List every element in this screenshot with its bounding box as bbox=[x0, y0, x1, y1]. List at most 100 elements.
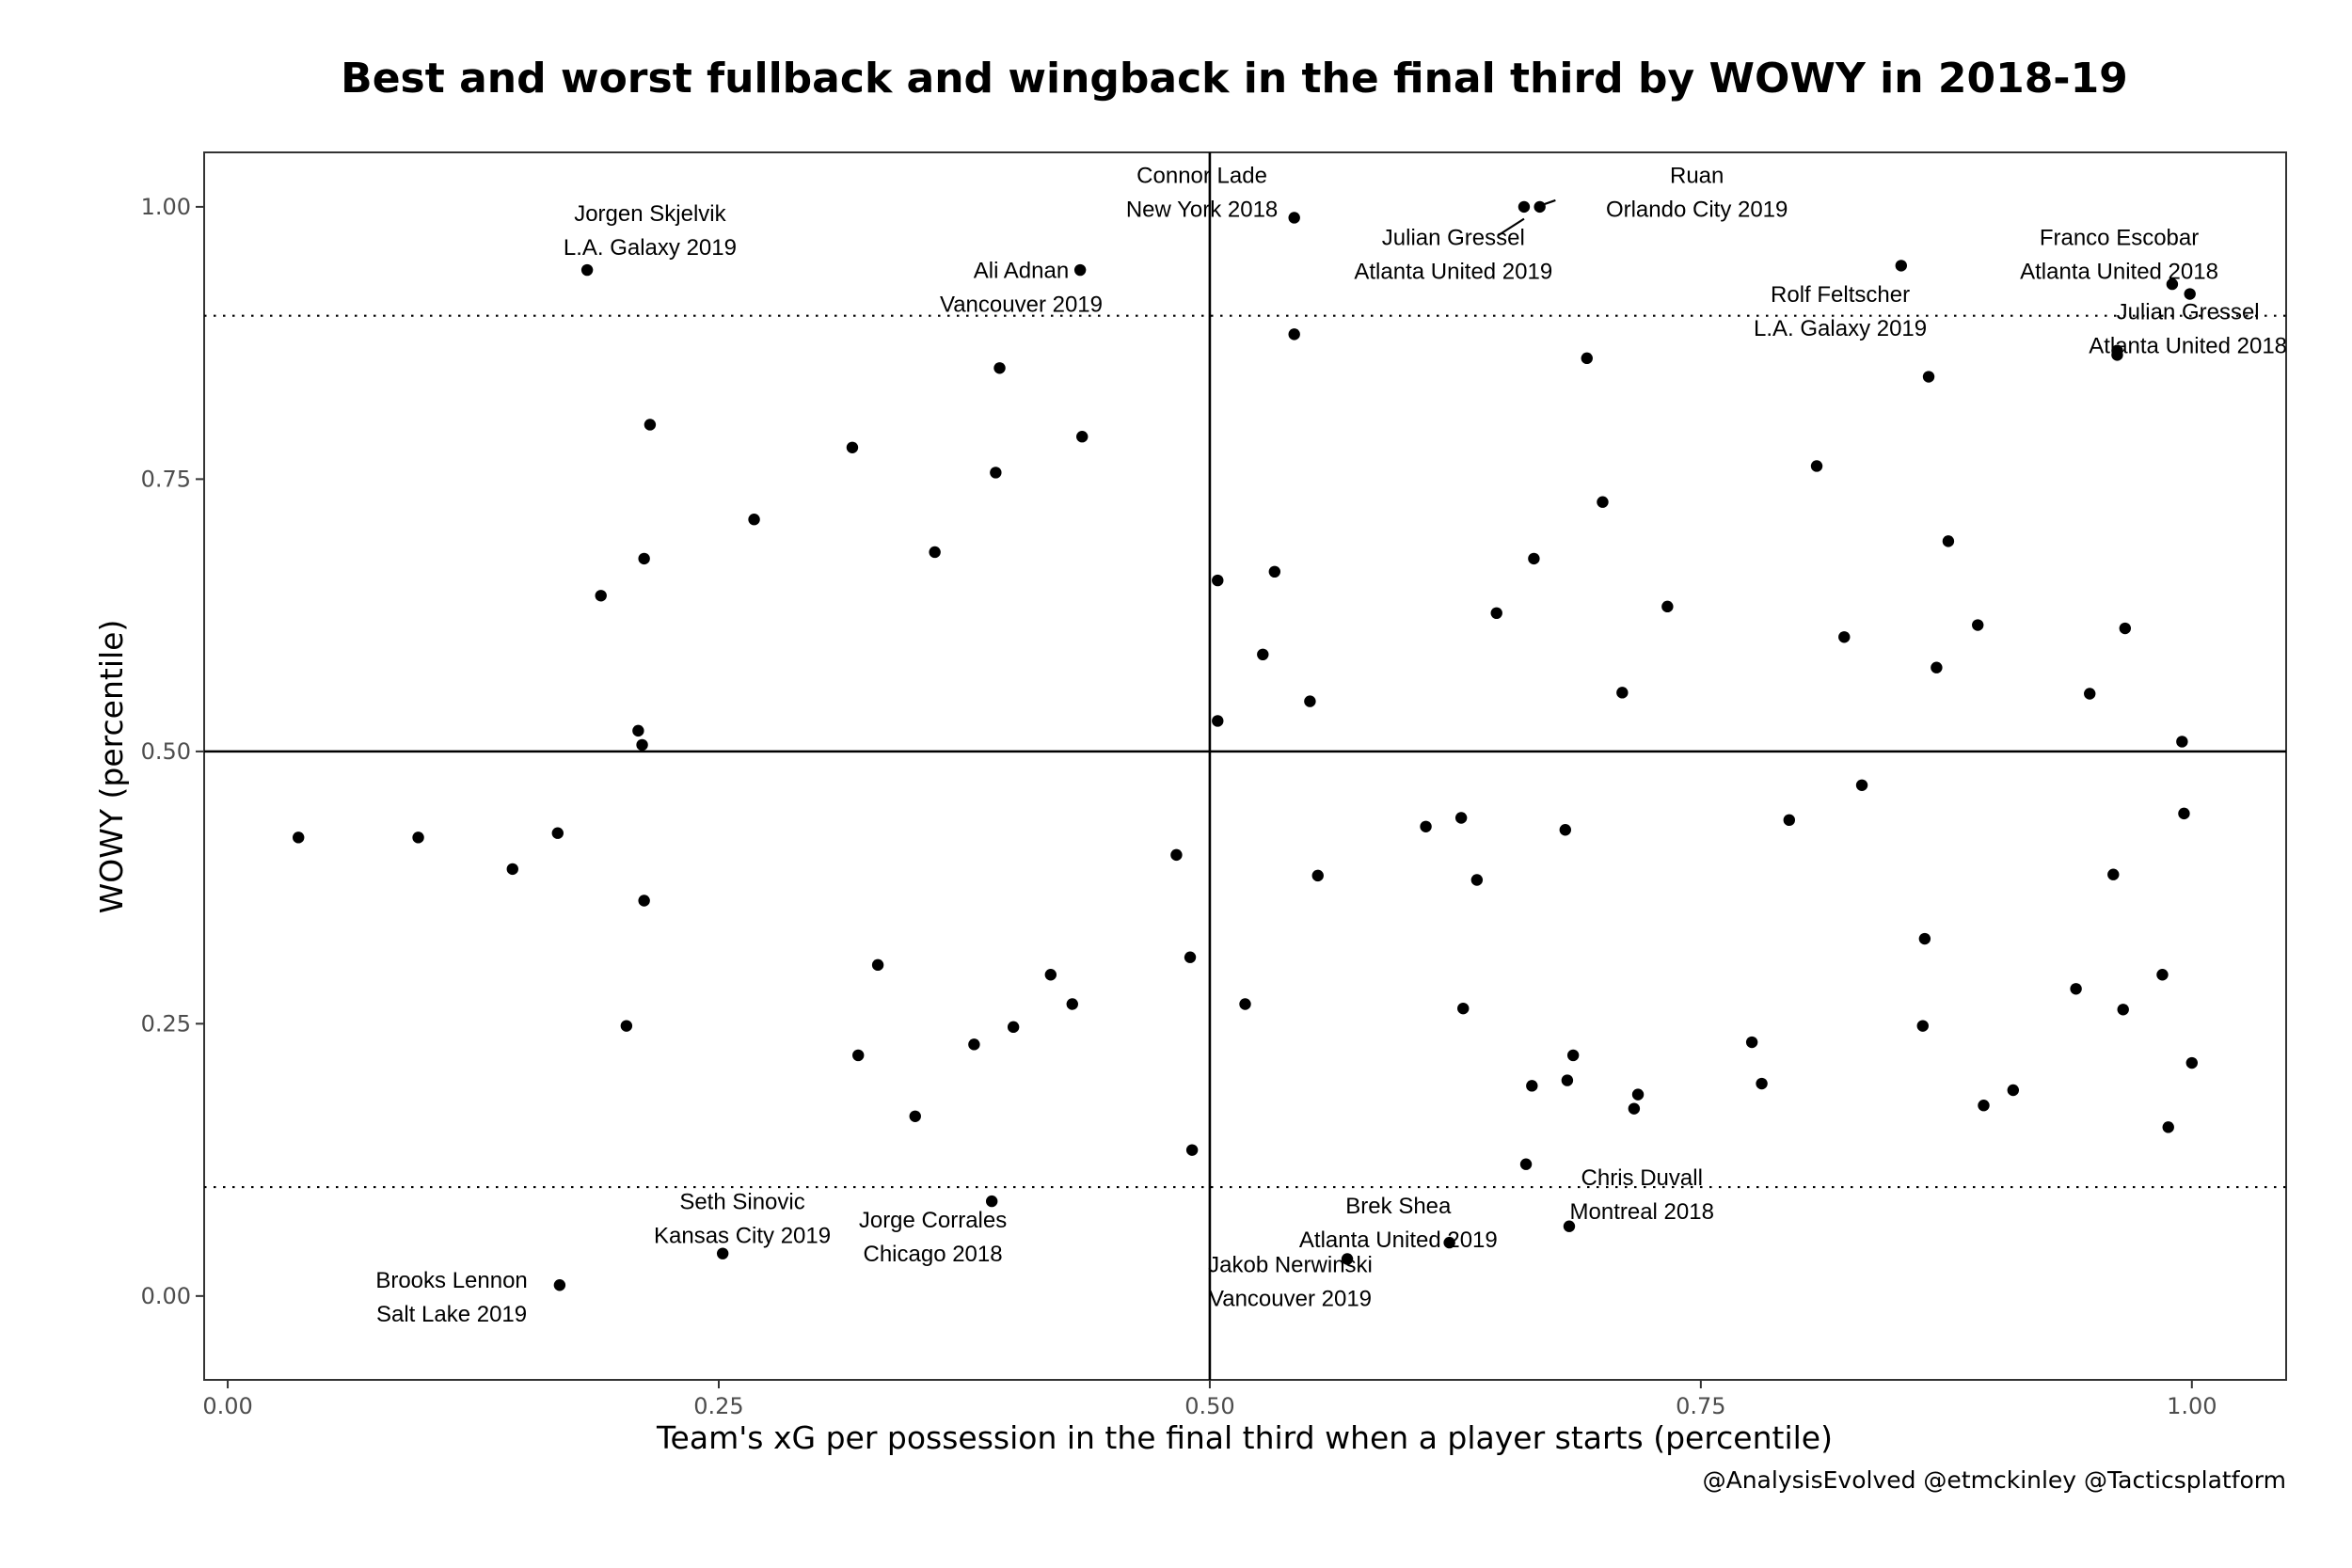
data-point bbox=[1810, 460, 1823, 472]
data-point bbox=[1978, 1099, 1990, 1112]
data-point bbox=[2111, 349, 2123, 361]
player-name-label: Julian Gressel bbox=[1382, 226, 1525, 251]
data-point bbox=[1918, 932, 1931, 945]
data-point bbox=[1855, 779, 1868, 791]
data-point bbox=[1942, 535, 1955, 547]
team-season-label: Atlanta United 2019 bbox=[1299, 1227, 1498, 1253]
team-season-label: Atlanta United 2018 bbox=[2020, 260, 2218, 285]
point-label: Franco Escobar Atlanta United 2018 bbox=[2020, 226, 2218, 285]
data-point bbox=[551, 827, 564, 839]
data-point bbox=[1066, 998, 1078, 1010]
player-name-label: Ali Adnan bbox=[974, 258, 1069, 283]
data-point bbox=[1288, 212, 1300, 224]
y-tick-label: 0.75 bbox=[141, 466, 191, 492]
y-tick-label: 1.00 bbox=[141, 194, 191, 220]
point-annotations: Jorgen Skjelvik L.A. Galaxy 2019 Ali Adnan… bbox=[375, 164, 2287, 1327]
player-name-label: Brooks Lennon bbox=[375, 1268, 527, 1293]
x-tick-label: 0.50 bbox=[1184, 1393, 1234, 1419]
point-label: Jorgen Skjelvik L.A. Galaxy 2019 bbox=[564, 201, 737, 261]
chart-title: Best and worst fullback and wingback in … bbox=[341, 55, 2128, 103]
data-point bbox=[1490, 607, 1502, 620]
data-point bbox=[1443, 1236, 1455, 1249]
player-name-label: Brek Shea bbox=[1345, 1194, 1452, 1219]
data-point bbox=[412, 832, 424, 844]
player-name-label: Connor Lade bbox=[1136, 164, 1267, 189]
data-point bbox=[1184, 951, 1197, 963]
point-label: Brooks Lennon Salt Lake 2019 bbox=[375, 1268, 527, 1327]
data-point bbox=[2070, 983, 2082, 995]
point-label: Connor Lade New York 2018 bbox=[1126, 164, 1278, 223]
data-point bbox=[846, 441, 859, 454]
data-point bbox=[748, 514, 760, 526]
data-point bbox=[2184, 288, 2196, 300]
data-point bbox=[1628, 1102, 1641, 1115]
data-point bbox=[1076, 431, 1089, 443]
data-point bbox=[1185, 1144, 1199, 1156]
data-point bbox=[580, 263, 594, 277]
data-point bbox=[1631, 1088, 1645, 1101]
data-point bbox=[1457, 1002, 1470, 1015]
data-point bbox=[1561, 1074, 1574, 1086]
y-tick-label: 0.25 bbox=[141, 1010, 191, 1037]
data-point bbox=[1007, 1021, 1020, 1034]
data-point bbox=[993, 362, 1006, 374]
data-point bbox=[1044, 969, 1057, 981]
data-point bbox=[968, 1038, 980, 1051]
player-name-label: Seth Sinovic bbox=[679, 1189, 804, 1214]
data-points bbox=[293, 200, 2198, 1291]
data-point bbox=[1745, 1036, 1758, 1049]
data-point bbox=[1526, 1080, 1538, 1092]
data-point bbox=[2185, 1056, 2198, 1069]
data-point bbox=[1661, 600, 1674, 613]
data-point bbox=[1518, 200, 1531, 214]
team-season-label: New York 2018 bbox=[1126, 198, 1278, 223]
data-point bbox=[1581, 352, 1593, 365]
data-point bbox=[871, 958, 884, 972]
data-point bbox=[553, 1279, 566, 1291]
data-point bbox=[2176, 736, 2188, 748]
point-label: Chris Duvall Montreal 2018 bbox=[1570, 1165, 1714, 1225]
data-point bbox=[2117, 1004, 2129, 1016]
data-point bbox=[990, 467, 1002, 479]
data-point bbox=[595, 590, 607, 602]
point-label: Ali Adnan Vancouver 2019 bbox=[940, 258, 1103, 317]
data-point bbox=[1534, 200, 1546, 214]
team-season-label: Kansas City 2019 bbox=[654, 1223, 831, 1248]
data-point bbox=[1420, 820, 1432, 832]
y-axis-title: WOWY (percentile) bbox=[93, 620, 130, 914]
y-tick-label: 0.50 bbox=[141, 738, 191, 765]
x-axis: 0.00 0.25 0.50 0.75 1.00 bbox=[202, 1380, 2217, 1419]
reference-lines bbox=[204, 152, 2286, 1380]
chart-caption: @AnalysisEvolved @etmckinley @Tacticspla… bbox=[1703, 1466, 2286, 1494]
data-point bbox=[2162, 1121, 2174, 1133]
point-label: Jorge Corrales Chicago 2018 bbox=[859, 1208, 1007, 1267]
data-point bbox=[2107, 868, 2120, 880]
x-tick-label: 0.75 bbox=[1676, 1393, 1725, 1419]
point-label: Julian Gressel Atlanta United 2018 bbox=[2089, 299, 2287, 358]
team-season-label: Salt Lake 2019 bbox=[376, 1302, 527, 1327]
player-name-label: Jakob Nerwinski bbox=[1208, 1253, 1373, 1278]
x-tick-label: 0.00 bbox=[202, 1393, 252, 1419]
data-point bbox=[620, 1020, 633, 1032]
team-season-label: L.A. Galaxy 2019 bbox=[564, 235, 737, 261]
annotation-leader-line bbox=[1498, 217, 1525, 236]
player-name-label: Chris Duvall bbox=[1581, 1165, 1703, 1191]
plot-panel-border bbox=[203, 151, 2287, 1381]
data-point bbox=[1931, 661, 1943, 673]
player-name-label: Jorge Corrales bbox=[859, 1208, 1007, 1233]
data-point bbox=[1311, 869, 1324, 882]
data-point bbox=[2156, 969, 2169, 981]
y-axis: 0.00 0.25 0.50 0.75 1.00 bbox=[141, 194, 204, 1309]
data-point bbox=[1616, 687, 1629, 699]
data-point bbox=[293, 832, 305, 844]
y-tick-label: 0.00 bbox=[141, 1283, 191, 1309]
data-point bbox=[2119, 622, 2132, 635]
data-point bbox=[1756, 1077, 1768, 1090]
data-point bbox=[1838, 631, 1851, 643]
data-point bbox=[985, 1195, 998, 1208]
data-point bbox=[1566, 1049, 1580, 1062]
point-label: Jakob Nerwinski Vancouver 2019 bbox=[1208, 1253, 1373, 1312]
point-label: Seth Sinovic Kansas City 2019 bbox=[654, 1189, 831, 1248]
team-season-label: Montreal 2018 bbox=[1570, 1199, 1714, 1225]
